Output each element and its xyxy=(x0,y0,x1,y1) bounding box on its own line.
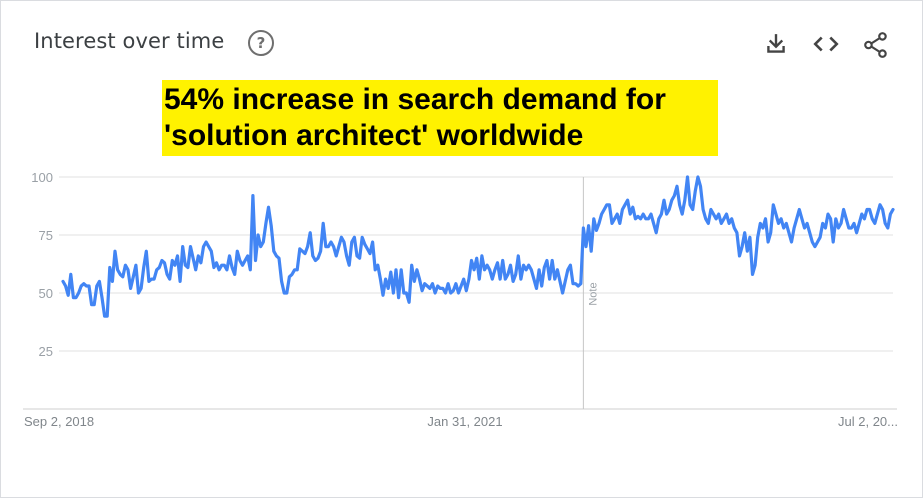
download-button[interactable] xyxy=(763,31,791,57)
y-tick-label: 75 xyxy=(39,228,53,243)
note-label: Note xyxy=(587,282,599,305)
share-button[interactable] xyxy=(862,31,890,58)
headline-line-1: 54% increase in search demand for xyxy=(164,83,666,116)
y-tick-label: 50 xyxy=(39,286,53,301)
headline-line-2: 'solution architect' worldwide xyxy=(164,119,584,152)
card-title: Interest over time xyxy=(34,29,225,53)
share-icon xyxy=(864,32,887,58)
help-icon[interactable]: ? xyxy=(248,30,274,56)
series-line xyxy=(61,175,895,318)
x-tick-label-start: Sep 2, 2018 xyxy=(24,414,94,429)
x-tick-label-middle: Jan 31, 2021 xyxy=(427,414,502,429)
headline-banner: 54% increase in search demand for 'solut… xyxy=(162,80,718,156)
x-tick-label-end: Jul 2, 20... xyxy=(838,414,898,429)
embed-icon xyxy=(813,36,839,52)
y-tick-label: 25 xyxy=(39,344,53,359)
y-tick-label: 100 xyxy=(31,170,53,185)
download-icon xyxy=(767,34,785,53)
embed-button[interactable] xyxy=(812,31,840,57)
